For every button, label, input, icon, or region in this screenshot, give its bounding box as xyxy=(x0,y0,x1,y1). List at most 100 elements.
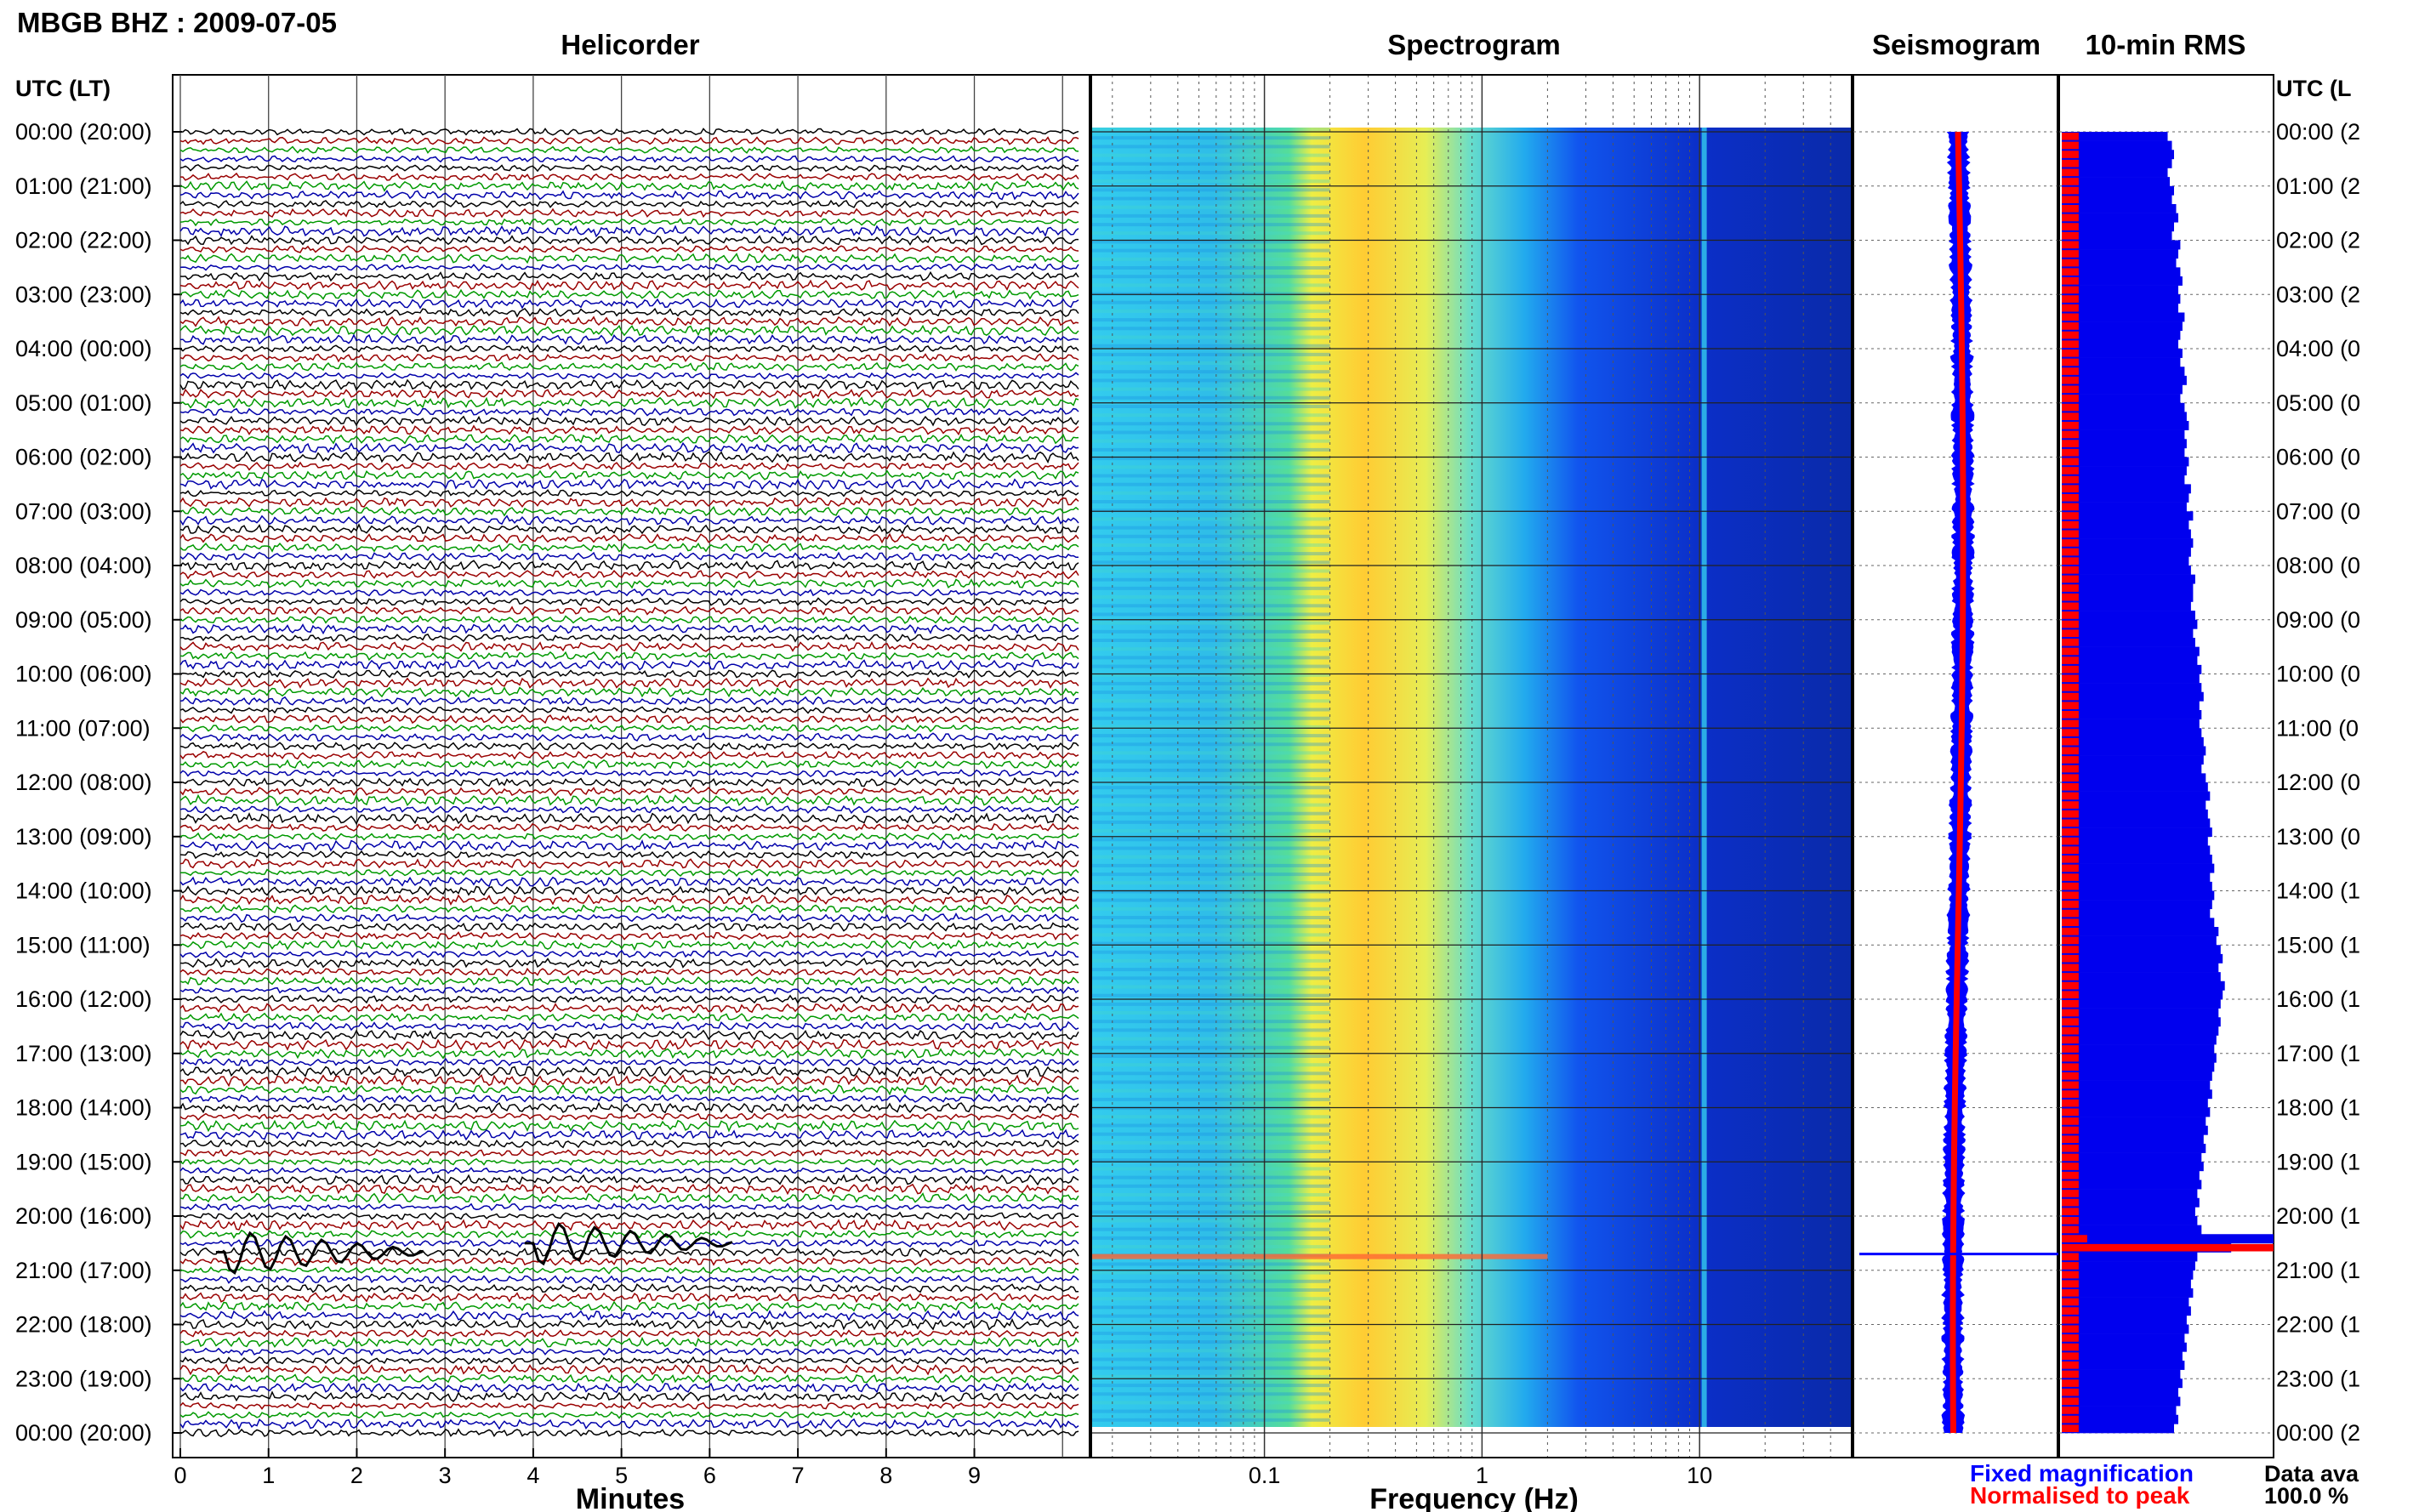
spectrogram-row xyxy=(1091,1054,1330,1058)
spectrogram-row xyxy=(1091,474,1330,478)
rms-bar-normalised xyxy=(2062,963,2079,972)
rms-bar-fixed xyxy=(2062,1414,2178,1424)
spectrogram-row xyxy=(1091,941,1330,946)
hour-label-left: 06:00 (02:00) xyxy=(15,445,152,470)
spectrogram-row xyxy=(1091,933,1330,937)
helicorder-trace xyxy=(179,451,1079,464)
freq-tick-label: 0.1 xyxy=(1249,1463,1281,1488)
rms-bar-fixed xyxy=(2062,855,2212,864)
rms-bar-fixed xyxy=(2062,1071,2212,1081)
helicorder-trace xyxy=(179,839,1079,852)
rms-bar-fixed xyxy=(2062,619,2198,629)
rms-bar-normalised xyxy=(2062,503,2079,511)
rms-bar-fixed xyxy=(2062,222,2174,232)
spectrogram-row xyxy=(1091,829,1330,833)
rms-bar-normalised xyxy=(2062,1063,2079,1071)
spectrogram-row xyxy=(1091,1305,1330,1310)
helicorder-trace xyxy=(179,1003,1079,1014)
rms-bar-normalised xyxy=(2062,864,2079,873)
spectrogram-event-band xyxy=(1091,1253,1548,1259)
spectrogram-row xyxy=(1091,1401,1330,1405)
hour-labels-left: 00:00 (20:00) 01:00 (21:00) 02:00 (22:00) 0… xyxy=(15,119,152,1446)
hour-label-left: 01:00 (21:00) xyxy=(15,173,152,199)
hour-label-left: 04:00 (00:00) xyxy=(15,336,152,361)
helicorder-trace xyxy=(179,858,1079,869)
rms-bar-fixed xyxy=(2062,674,2200,684)
rms-bar-normalised xyxy=(2062,991,2079,999)
rms-bar-fixed xyxy=(2062,1270,2194,1280)
spectrogram-row xyxy=(1091,275,1330,279)
rms-bar-normalised xyxy=(2062,684,2079,691)
hour-label-right: 03:00 (2 xyxy=(2276,281,2360,307)
rms-bar-fixed xyxy=(2062,1044,2215,1054)
rms-bar-normalised xyxy=(2062,331,2079,339)
hour-label-right: 13:00 (0 xyxy=(2276,824,2360,850)
helicorder-trace xyxy=(179,850,1079,860)
rms-bar-fixed xyxy=(2062,457,2189,467)
spectrogram-row xyxy=(1091,673,1330,677)
spectrogram-row xyxy=(1091,283,1330,287)
spectrogram-row xyxy=(1091,586,1330,590)
rms-bar-fixed xyxy=(2062,908,2211,918)
rms-bar-normalised xyxy=(2062,674,2079,683)
helicorder-trace xyxy=(179,497,1079,509)
hour-label-left: 12:00 (08:00) xyxy=(15,770,152,795)
rms-bar-fixed xyxy=(2062,1424,2174,1434)
rms-bar-normalised xyxy=(2062,350,2079,357)
rms-bar-normalised xyxy=(2062,1298,2079,1306)
spectrogram-row xyxy=(1091,950,1330,954)
helicorder-panel xyxy=(172,74,1090,1458)
spectrogram-row xyxy=(1091,1115,1330,1119)
rms-bar-normalised xyxy=(2062,602,2079,611)
spectrogram-row xyxy=(1091,612,1330,617)
rms-bar-fixed xyxy=(2062,267,2181,277)
spectrogram-row xyxy=(1091,1245,1330,1249)
helicorder-trace xyxy=(179,669,1079,679)
spectrogram-row xyxy=(1091,577,1330,582)
spectrogram-row xyxy=(1091,681,1330,685)
helicorder-trace xyxy=(179,659,1079,672)
helicorder-trace xyxy=(179,975,1079,986)
hour-label-left: 00:00 (20:00) xyxy=(15,119,152,145)
rms-bar-fixed xyxy=(2062,1144,2206,1153)
rms-bar-fixed xyxy=(2062,213,2178,223)
helicorder-trace xyxy=(179,145,1079,154)
helicorder-trace xyxy=(179,307,1079,318)
spectrogram-row xyxy=(1091,794,1330,799)
rms-bar-normalised xyxy=(2062,1026,2079,1035)
rms-bar-normalised xyxy=(2062,1424,2079,1433)
helicorder-trace xyxy=(179,218,1079,227)
hour-label-left: 09:00 (05:00) xyxy=(15,607,152,633)
rms-bar-normalised xyxy=(2062,151,2079,158)
spectrogram-row xyxy=(1091,1071,1330,1076)
spectrogram-row xyxy=(1091,1262,1330,1266)
minute-tick-label: 7 xyxy=(792,1463,805,1488)
rms-bar-normalised xyxy=(2062,412,2079,421)
rms-bar-normalised xyxy=(2062,403,2079,412)
helicorder-trace xyxy=(179,1101,1079,1114)
rms-bar-fixed xyxy=(2062,1324,2189,1334)
spectrogram-row xyxy=(1091,560,1330,565)
helicorder-trace xyxy=(179,786,1079,797)
rms-bar-fixed xyxy=(2062,710,2202,719)
minute-tick-label: 8 xyxy=(879,1463,892,1488)
rms-bar-fixed xyxy=(2062,836,2208,846)
helicorder-trace xyxy=(179,885,1079,896)
rms-bar-normalised xyxy=(2062,584,2079,592)
rms-bar-fixed xyxy=(2062,230,2172,241)
hour-label-left: 23:00 (19:00) xyxy=(15,1366,152,1391)
rms-bar-fixed xyxy=(2062,800,2206,810)
rms-bar-normalised xyxy=(2062,467,2079,475)
rms-bar-fixed xyxy=(2062,664,2202,674)
helicorder-trace xyxy=(179,641,1079,652)
rms-bar-normalised xyxy=(2062,475,2079,484)
helicorder-trace xyxy=(179,542,1079,554)
spectrogram-row xyxy=(1091,1392,1330,1396)
rms-bar-normalised xyxy=(2062,322,2079,330)
rms-bar-normalised xyxy=(2062,1081,2079,1089)
rms-bar-normalised xyxy=(2062,1280,2079,1288)
rms-bar-normalised xyxy=(2062,395,2079,402)
data-availability-value: 100.0 % xyxy=(2264,1483,2348,1509)
spectrogram-row xyxy=(1091,1297,1330,1301)
